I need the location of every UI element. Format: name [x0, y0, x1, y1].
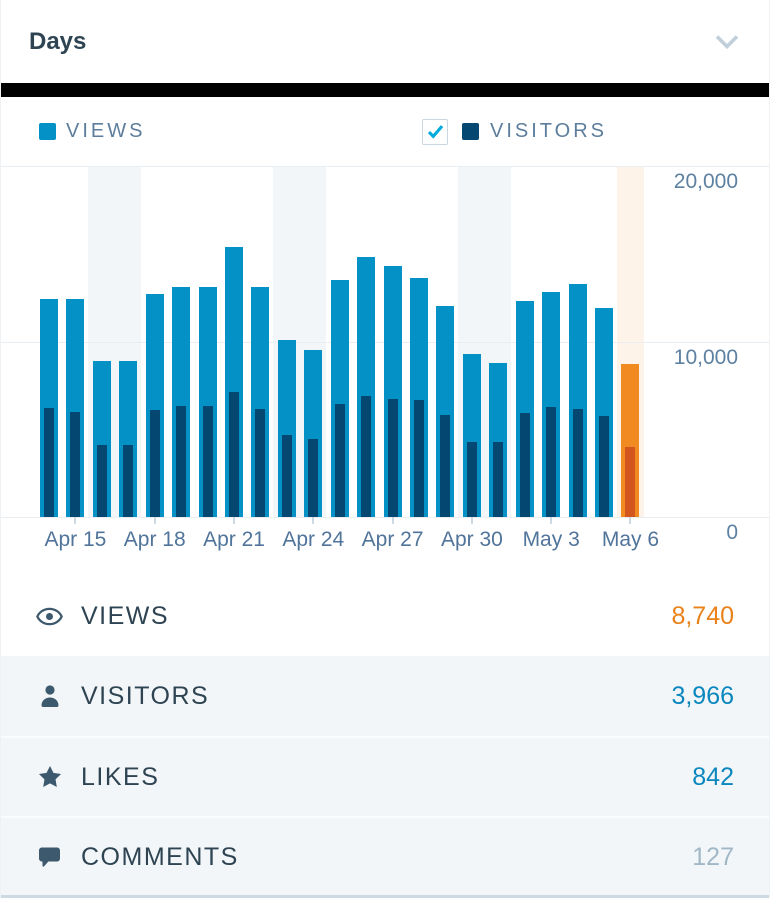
visitors-bar[interactable] — [625, 447, 636, 517]
y-axis-label: 10,000 — [673, 345, 738, 369]
tab-views[interactable]: VIEWS 8,740 — [1, 576, 769, 656]
gridline — [1, 517, 769, 518]
x-axis-label: Apr 27 — [361, 528, 424, 551]
x-axis-label: Apr 30 — [440, 528, 503, 551]
bottom-border — [1, 895, 769, 898]
visitors-bar[interactable] — [414, 400, 425, 517]
person-icon — [36, 683, 63, 710]
visitors-bar[interactable] — [308, 438, 319, 517]
checkmark-icon — [427, 125, 443, 139]
visitors-bar[interactable] — [202, 405, 213, 517]
visitors-bar[interactable] — [44, 408, 54, 517]
eye-icon — [36, 603, 63, 630]
tab-visitors-label: VISITORS — [81, 681, 210, 710]
visitors-bar[interactable] — [440, 415, 451, 517]
tab-likes[interactable]: LIKES 842 — [1, 736, 769, 816]
visitors-bar[interactable] — [281, 434, 292, 517]
y-axis-label: 0 — [726, 521, 738, 544]
gridline — [1, 166, 769, 167]
visitors-bar[interactable] — [70, 411, 81, 517]
x-axis-tick — [153, 517, 156, 524]
x-axis-label: Apr 18 — [123, 528, 186, 551]
visitors-bar[interactable] — [599, 416, 610, 517]
x-axis-tick — [550, 517, 553, 524]
visitors-swatch-icon — [462, 123, 479, 140]
visitors-bar[interactable] — [466, 442, 477, 517]
masthead-divider — [1, 83, 769, 97]
x-axis-label: Apr 15 — [44, 528, 107, 551]
views-swatch-icon — [39, 123, 56, 140]
bar-chart: 0 10,000 20,000 Apr 15 Apr 18 Apr 21 Apr 24 Apr… — [1, 166, 769, 576]
visitors-bar[interactable] — [361, 395, 372, 517]
chart-legend: VIEWS VISITORS — [1, 97, 769, 166]
x-axis-label: Apr 21 — [203, 528, 265, 551]
x-axis-label: May 3 — [522, 528, 580, 551]
tab-comments-value: 127 — [692, 842, 734, 871]
tab-comments[interactable]: COMMENTS 127 — [1, 816, 769, 896]
visitors-bar[interactable] — [546, 407, 557, 517]
visitors-checkbox[interactable] — [422, 118, 448, 145]
x-axis-tick — [233, 517, 235, 524]
period-header[interactable]: Days — [1, 0, 769, 83]
x-axis-tick — [74, 517, 77, 524]
visitors-bar[interactable] — [229, 392, 239, 517]
visitors-bar[interactable] — [387, 399, 398, 517]
tab-visitors-value: 3,966 — [671, 681, 734, 710]
visitors-bar[interactable] — [149, 409, 160, 517]
chevron-down-icon[interactable] — [715, 34, 739, 49]
legend-item-views: VIEWS — [39, 97, 145, 166]
visitors-bar[interactable] — [519, 413, 530, 517]
legend-visitors-label: VISITORS — [490, 120, 607, 142]
visitors-bar[interactable] — [176, 406, 187, 517]
y-axis-label: 20,000 — [673, 170, 738, 193]
x-axis-tick — [470, 517, 473, 524]
visitors-bar[interactable] — [96, 445, 107, 517]
visitors-bar[interactable] — [572, 409, 583, 517]
legend-item-visitors: VISITORS — [422, 97, 607, 166]
tab-likes-label: LIKES — [81, 762, 160, 791]
x-axis-tick — [629, 517, 632, 524]
chart-plot: 0 10,000 20,000 Apr 15 Apr 18 Apr 21 Apr 24 Apr… — [1, 166, 769, 551]
visitors-bar[interactable] — [493, 442, 504, 517]
x-axis-tick — [312, 517, 315, 524]
x-axis-label: Apr 24 — [282, 528, 345, 551]
period-title: Days — [29, 27, 87, 55]
star-icon — [36, 764, 63, 791]
tab-visitors[interactable]: VISITORS 3,966 — [1, 656, 769, 736]
comment-icon — [36, 844, 63, 871]
tab-likes-value: 842 — [692, 762, 734, 791]
tab-views-label: VIEWS — [81, 601, 170, 630]
visitors-bar[interactable] — [255, 409, 266, 517]
x-axis-label: May 6 — [601, 528, 660, 551]
tab-comments-label: COMMENTS — [81, 842, 239, 871]
visitors-bar[interactable] — [334, 403, 345, 517]
tab-views-value: 8,740 — [671, 601, 734, 630]
x-axis-tick — [391, 517, 394, 524]
visitors-bar[interactable] — [123, 445, 134, 517]
summary-tabs: VIEWS 8,740 VISITORS 3,966 LIKES 842 COM… — [1, 576, 769, 896]
legend-views-label: VIEWS — [66, 120, 146, 142]
